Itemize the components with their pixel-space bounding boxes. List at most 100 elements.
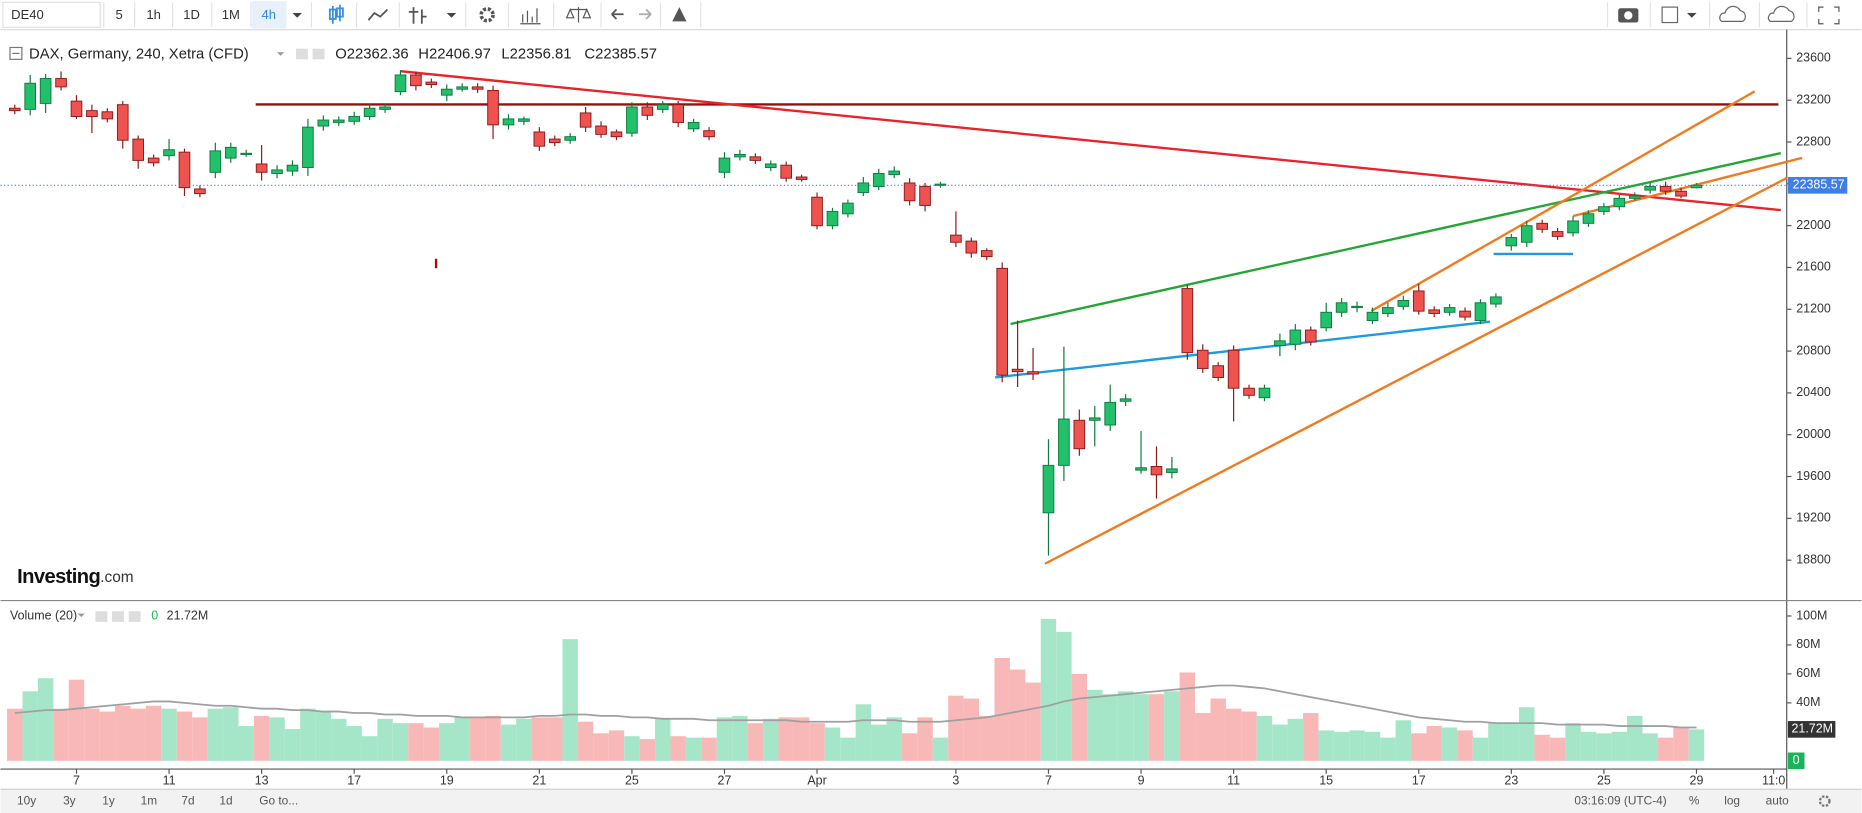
studies-icon[interactable] xyxy=(520,8,541,25)
volume-bar xyxy=(886,717,902,761)
y-tick-label: 18800 xyxy=(1796,552,1831,566)
fullscreen-icon[interactable] xyxy=(1818,6,1840,25)
candle-body xyxy=(857,182,870,193)
range-button[interactable]: 1m xyxy=(141,793,158,807)
collapse-button[interactable] xyxy=(9,46,23,60)
trend-line xyxy=(1370,90,1756,312)
indicator-zero-label: 0 xyxy=(1793,753,1800,767)
volume-bar xyxy=(901,733,918,761)
dropdown-arrow[interactable] xyxy=(292,13,302,18)
title-dropdown[interactable] xyxy=(277,52,285,56)
alert-icon[interactable] xyxy=(672,7,687,22)
goto-button[interactable]: Go to... xyxy=(259,793,298,807)
volume-bar xyxy=(439,723,455,761)
candle-body xyxy=(286,164,299,172)
range-button[interactable]: 1d xyxy=(219,793,232,807)
interval-button[interactable]: 5 xyxy=(116,7,123,22)
interval-button[interactable]: 1M xyxy=(222,7,240,22)
x-tick-label: 25 xyxy=(1597,773,1611,787)
scale-option[interactable]: % xyxy=(1689,793,1700,807)
interval-button[interactable]: 4h xyxy=(261,7,276,22)
candle-body xyxy=(24,82,37,110)
x-tick-label: 27 xyxy=(718,773,732,787)
x-tick-label: 13 xyxy=(255,773,269,787)
candle-body xyxy=(116,104,129,141)
hide-button[interactable] xyxy=(95,611,108,622)
volume-bar xyxy=(253,715,270,761)
candle-body xyxy=(1351,305,1363,309)
y-tick-label: 19200 xyxy=(1796,511,1831,525)
settings-button[interactable] xyxy=(312,48,325,60)
candle-body xyxy=(348,116,361,122)
candle-body xyxy=(1058,418,1070,466)
hide-button[interactable] xyxy=(296,48,308,60)
cloud-load-icon[interactable] xyxy=(1719,5,1746,22)
candle-body xyxy=(672,104,685,123)
candle-body xyxy=(1397,300,1410,307)
settings-icon[interactable] xyxy=(479,7,495,23)
volume-bar xyxy=(223,707,239,761)
dropdown-arrow[interactable] xyxy=(1687,13,1697,18)
volume-bar xyxy=(1441,727,1458,761)
volume-bar xyxy=(1673,727,1689,761)
volume-bar xyxy=(1195,713,1211,761)
volume-bar xyxy=(979,715,995,761)
range-button[interactable]: 3y xyxy=(63,793,76,807)
compare-icon[interactable] xyxy=(367,8,389,21)
candle-body xyxy=(1412,290,1425,312)
volume-bar xyxy=(1133,694,1149,761)
candle-body xyxy=(363,107,376,117)
volume-bar xyxy=(238,726,254,761)
volume-bar xyxy=(469,717,486,761)
layout-icon[interactable] xyxy=(1661,6,1679,24)
scale-option[interactable]: auto xyxy=(1766,793,1789,807)
volume-bar xyxy=(685,737,702,761)
candle-body xyxy=(410,74,422,87)
range-button[interactable]: 10y xyxy=(17,793,36,807)
volume-bar xyxy=(809,723,825,761)
volume-bar xyxy=(624,736,640,761)
candle-body xyxy=(55,78,67,88)
settings-button[interactable] xyxy=(112,611,124,622)
volume-bar xyxy=(1056,631,1072,761)
indicator-icon[interactable] xyxy=(408,7,427,24)
volume-bar xyxy=(454,717,470,761)
candle-body xyxy=(1135,467,1147,471)
scale-option[interactable]: log xyxy=(1724,793,1740,807)
ohlc-close: C22385.57 xyxy=(584,47,657,63)
symbol-input[interactable] xyxy=(2,1,101,28)
volume-dropdown[interactable] xyxy=(77,613,85,618)
volume-bar xyxy=(22,691,38,761)
redo-icon[interactable] xyxy=(639,8,652,20)
volume-bar xyxy=(516,718,532,761)
volume-bar xyxy=(1364,731,1381,761)
candle-body xyxy=(1675,190,1687,197)
dropdown-arrow[interactable] xyxy=(446,13,457,18)
volume-bar xyxy=(716,717,733,761)
volume-bar xyxy=(577,721,594,761)
cloud-save-icon[interactable] xyxy=(1767,5,1795,22)
undo-icon[interactable] xyxy=(611,8,624,20)
candle-body xyxy=(826,210,839,227)
interval-button[interactable]: 1h xyxy=(146,7,161,22)
volume-bar xyxy=(1472,737,1489,761)
range-button[interactable]: 1y xyxy=(102,793,115,807)
volume-bar xyxy=(7,708,23,761)
candle-type-icon[interactable] xyxy=(328,4,344,24)
candle-body xyxy=(379,106,391,110)
candle-body xyxy=(1582,213,1595,224)
volume-bar xyxy=(1565,723,1581,761)
settings-icon[interactable] xyxy=(1818,795,1831,808)
candle-body xyxy=(317,119,330,127)
last-price-label: 22385.57 xyxy=(1793,178,1845,192)
scale-icon[interactable] xyxy=(565,7,592,23)
interval-button[interactable]: 1D xyxy=(183,7,200,22)
y-tick-label: 80M xyxy=(1796,637,1820,651)
close-button[interactable] xyxy=(128,611,141,622)
volume-bar xyxy=(1179,672,1196,761)
pane-frame xyxy=(0,29,1862,813)
candle-body xyxy=(1212,365,1225,379)
candle-body xyxy=(1520,225,1533,243)
range-button[interactable]: 7d xyxy=(181,793,194,807)
indicator-value: 0 xyxy=(151,608,158,622)
